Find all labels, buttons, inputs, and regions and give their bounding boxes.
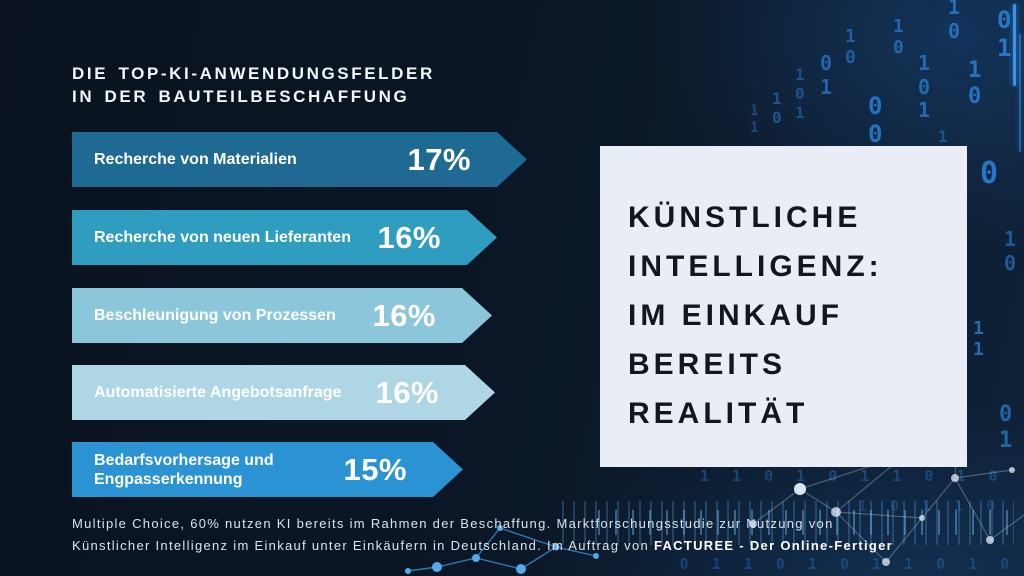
bar-label: Beschleunigung von Prozessen <box>94 307 336 324</box>
glow-line-decoration <box>1013 4 1016 86</box>
footer-line1: Multiple Choice, 60% nutzen KI bereits i… <box>72 516 834 531</box>
bar-percentage: 16% <box>377 219 441 255</box>
bar-bedarfsvorhersage-engpasserkennung: Bedarfsvorhersage und Engpasserkennung 1… <box>72 442 463 497</box>
binary-digits-decoration: 0 <box>980 156 999 191</box>
chart-title-line1: DIE TOP-KI-ANWENDUNGSFELDER <box>72 64 435 83</box>
bar-recherche-materialien: Recherche von Materialien 17% <box>72 132 527 187</box>
panel-headline-line: KÜNSTLICHE <box>628 201 862 234</box>
binary-digits-decoration: 1 0 <box>948 0 961 43</box>
binary-digits-decoration: 1 0 <box>772 89 782 127</box>
bar-percentage: 16% <box>375 374 439 410</box>
binary-digits-decoration: 0 1 <box>997 6 1012 63</box>
binary-digits-decoration: 1 0 <box>893 16 904 59</box>
bar-recherche-lieferanten: Recherche von neuen Lieferanten 16% <box>72 210 497 265</box>
bar-label: Recherche von neuen Lieferanten <box>94 229 351 246</box>
binary-digits-decoration: 1 0 1 <box>795 65 805 122</box>
binary-digits-decoration: 1 0 1 <box>918 51 931 123</box>
bar-label: Automatisierte Angebotsanfrage <box>94 384 342 401</box>
binary-digits-decoration: 1 0 <box>1004 227 1017 275</box>
binary-digits-decoration: 1 0 <box>845 26 856 69</box>
bar-percentage: 16% <box>372 297 436 333</box>
footer-note: Multiple Choice, 60% nutzen KI bereits i… <box>72 513 977 556</box>
binary-digits-decoration: 0 1 <box>820 51 833 99</box>
panel-headline-line: BEREITS <box>628 348 787 381</box>
footer-line2: Künstlicher Intelligenz im Einkauf unter… <box>72 537 654 553</box>
panel-headline-line: REALITÄT <box>628 397 809 430</box>
bar-label: Bedarfsvorhersage und Engpasserkennung <box>94 451 274 488</box>
bar-automatisierte-angebotsanfrage: Automatisierte Angebotsanfrage 16% <box>72 365 495 420</box>
binary-digits-decoration: 1 0 <box>968 58 982 109</box>
binary-digits-decoration: 1 <box>938 127 948 146</box>
glow-line-decoration <box>1019 34 1021 152</box>
bar-label: Recherche von Materialien <box>94 151 297 168</box>
binary-digits-decoration: 0 1 <box>999 402 1013 453</box>
bar-percentage: 17% <box>407 141 471 177</box>
binary-digits-decoration: 1 1 <box>750 103 759 136</box>
bar-beschleunigung-prozesse: Beschleunigung von Prozessen 16% <box>72 288 492 343</box>
binary-digits-decoration: 0 1 1 0 1 0 1 1 0 1 0 1 <box>679 555 1017 576</box>
panel-headline-line: INTELLIGENZ: <box>628 250 883 283</box>
binary-digits-decoration: 1 1 0 1 0 1 1 0 1 0 <box>700 467 1005 485</box>
footer-brand: FACTUREE - Der Online-Fertiger <box>653 537 894 553</box>
chart-title-line2: IN DER BAUTEILBESCHAFFUNG <box>72 87 410 106</box>
binary-digits-decoration: 1 1 <box>973 318 984 361</box>
bar-percentage: 15% <box>343 451 407 487</box>
chart-title: DIE TOP-KI-ANWENDUNGSFELDER IN DER BAUTE… <box>72 62 435 108</box>
panel-headline-line: IM EINKAUF <box>628 299 843 332</box>
binary-digits-decoration: 0 0 <box>868 92 883 149</box>
highlight-panel: KÜNSTLICHE INTELLIGENZ: IM EINKAUF BEREI… <box>600 146 967 467</box>
